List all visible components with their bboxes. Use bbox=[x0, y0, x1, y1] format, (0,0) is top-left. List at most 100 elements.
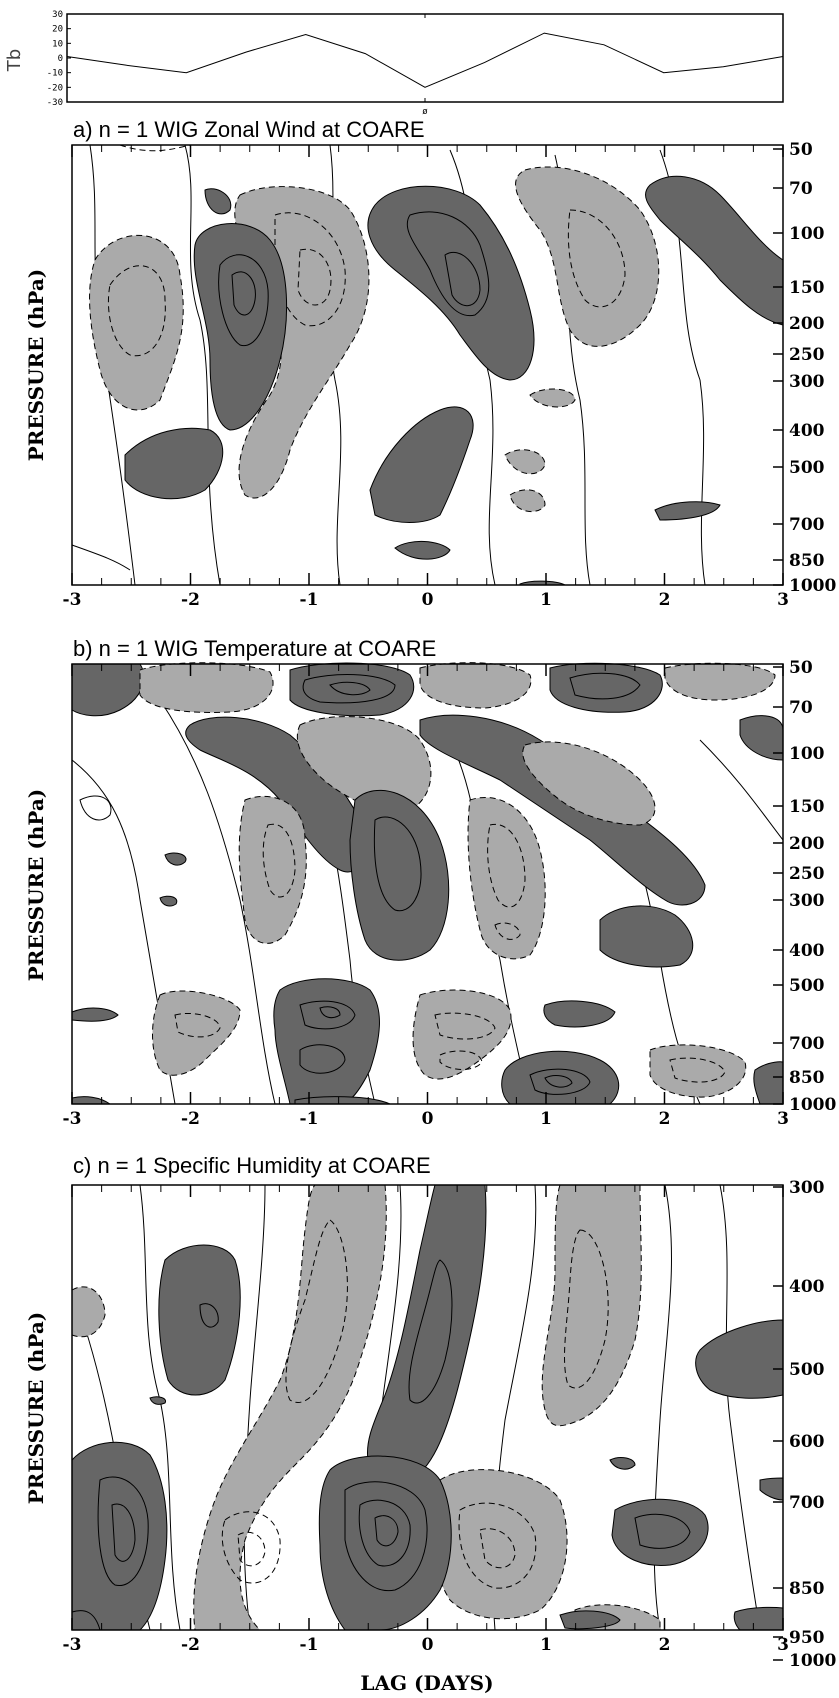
panel-b-positive-region bbox=[599, 905, 694, 968]
panel-b-contour bbox=[329, 681, 371, 696]
ytick-label: 600 bbox=[789, 1432, 825, 1452]
panel-b-contour bbox=[79, 795, 112, 821]
panel-b-contour bbox=[373, 816, 422, 912]
panel-b-negative-region bbox=[238, 795, 307, 944]
tb-ytick-label: -10 bbox=[47, 69, 63, 79]
panel-b-contour bbox=[262, 823, 296, 898]
panel-b-contour bbox=[319, 1006, 341, 1019]
ytick-label: 1000 bbox=[789, 1095, 836, 1115]
panel-b-positive-region bbox=[753, 1061, 784, 1105]
panel-c-contour bbox=[479, 1528, 516, 1569]
panel-b-positive-region bbox=[501, 1050, 620, 1105]
ytick-label: 300 bbox=[789, 1178, 825, 1198]
xtick-label: -3 bbox=[63, 590, 82, 610]
xtick-label: -2 bbox=[181, 1109, 200, 1129]
panel-b-title: b) n = 1 WIG Temperature at COARE bbox=[73, 636, 436, 661]
xtick-label: 0 bbox=[422, 1109, 434, 1129]
panel-b-contour bbox=[434, 1012, 496, 1040]
panel-a-contour bbox=[107, 265, 166, 357]
ytick-label: 70 bbox=[789, 698, 813, 718]
panel-a-positive-region bbox=[394, 541, 451, 560]
panel-a-negative-region bbox=[515, 166, 660, 347]
panel-b-negative-region bbox=[467, 796, 546, 960]
ytick-label: 50 bbox=[789, 140, 813, 160]
ytick-label: 700 bbox=[789, 1493, 825, 1513]
panel-b-contour bbox=[299, 1044, 346, 1074]
panel-c-contour bbox=[634, 1513, 691, 1549]
xtick-label: 3 bbox=[777, 1635, 789, 1655]
panel-a-contour bbox=[444, 252, 481, 307]
ytick-label: 150 bbox=[789, 797, 825, 817]
panel-b-positive-region bbox=[549, 662, 663, 713]
ytick-label: 850 bbox=[789, 1068, 825, 1088]
panel-b-negative-region bbox=[412, 989, 512, 1080]
panel-c-contour bbox=[285, 1219, 348, 1403]
panel-a-negative-region bbox=[509, 489, 546, 513]
panel-c-contour bbox=[719, 1184, 761, 1631]
panel-a-ticks: -3 -2 -1 0 1 2 3 50 70 100 150 200 250 300 400 500 700 85… bbox=[63, 140, 837, 610]
panel-c-contour bbox=[564, 1229, 609, 1389]
tb-ylabel: Tb bbox=[4, 49, 25, 72]
ytick-label: 500 bbox=[789, 458, 825, 478]
panel-c-contour bbox=[408, 1259, 453, 1404]
panel-c-contour bbox=[199, 1303, 219, 1328]
panel-c-contour bbox=[243, 1184, 266, 1631]
panel-b-positive-region bbox=[419, 714, 706, 906]
tb-ytick-label: 0 bbox=[58, 54, 63, 64]
panel-a-contour bbox=[231, 271, 256, 316]
xtick-label: 3 bbox=[777, 1109, 789, 1129]
tb-series-line bbox=[66, 32, 784, 88]
panel-a-contours bbox=[71, 144, 784, 586]
panel-b-contour bbox=[299, 1000, 356, 1030]
panel-b-negative-region bbox=[649, 1044, 747, 1098]
ytick-label: 200 bbox=[789, 834, 825, 854]
panel-a-positive-region bbox=[193, 223, 288, 431]
ytick-label: 700 bbox=[789, 515, 825, 535]
panel-c: c) n = 1 Specific Humidity at COARE bbox=[24, 1153, 836, 1695]
panel-a-ylabel: PRESSURE (hPa) bbox=[24, 269, 48, 462]
ytick-label: 850 bbox=[789, 551, 825, 571]
ytick-label: 1000 bbox=[789, 1651, 836, 1671]
xtick-label: -1 bbox=[300, 590, 319, 610]
panel-a-contour bbox=[119, 144, 191, 152]
xtick-label: 1 bbox=[540, 1635, 552, 1655]
xtick-label: 1 bbox=[540, 1109, 552, 1129]
panel-a-title: a) n = 1 WIG Zonal Wind at COARE bbox=[73, 117, 425, 142]
panel-b-positive-region bbox=[164, 852, 187, 866]
panel-c-contour bbox=[344, 1481, 428, 1592]
xtick-label: 0 bbox=[422, 590, 434, 610]
ytick-label: 70 bbox=[789, 179, 813, 199]
panel-b-positive-region bbox=[543, 1000, 616, 1028]
ytick-label: 300 bbox=[789, 372, 825, 392]
panel-b-positive-region bbox=[71, 1007, 119, 1022]
panel-b: b) n = 1 WIG Temperature at COARE bbox=[24, 636, 836, 1129]
panel-b-negative-region bbox=[152, 990, 241, 1076]
xtick-label: 3 bbox=[777, 590, 789, 610]
tb-ytick-label: 10 bbox=[52, 39, 63, 49]
tb-center-tick: ø bbox=[422, 107, 428, 117]
xtick-label: -2 bbox=[181, 1635, 200, 1655]
panel-c-positive-region bbox=[318, 1455, 452, 1631]
panel-b-negative-region bbox=[419, 662, 532, 709]
panel-c-negative-region bbox=[541, 1184, 642, 1427]
xtick-label: 2 bbox=[659, 1109, 671, 1129]
panel-b-contour bbox=[699, 739, 784, 841]
tb-ytick-label: 20 bbox=[52, 25, 63, 35]
xtick-label: 2 bbox=[659, 1635, 671, 1655]
panel-c-negative-region bbox=[430, 1469, 568, 1620]
ytick-label: 1000 bbox=[789, 576, 836, 596]
ytick-label: 100 bbox=[789, 224, 825, 244]
panel-c-positive-region bbox=[71, 1441, 168, 1631]
panel-b-contour bbox=[159, 699, 276, 1105]
panel-b-ylabel: PRESSURE (hPa) bbox=[24, 789, 48, 982]
ytick-label: 100 bbox=[789, 744, 825, 764]
panel-a-negative-region bbox=[89, 234, 184, 411]
panel-c-contours bbox=[71, 1184, 784, 1631]
panel-a-positive-region bbox=[645, 175, 784, 326]
panel-a-contour bbox=[71, 544, 131, 571]
panel-a-contour bbox=[297, 248, 332, 306]
tb-strip: 30 20 10 0 -10 -20 -30 Tb ø bbox=[4, 10, 784, 117]
xtick-label: -3 bbox=[63, 1109, 82, 1129]
panel-b-contour bbox=[569, 672, 641, 700]
panel-c-positive-region bbox=[149, 1396, 167, 1405]
